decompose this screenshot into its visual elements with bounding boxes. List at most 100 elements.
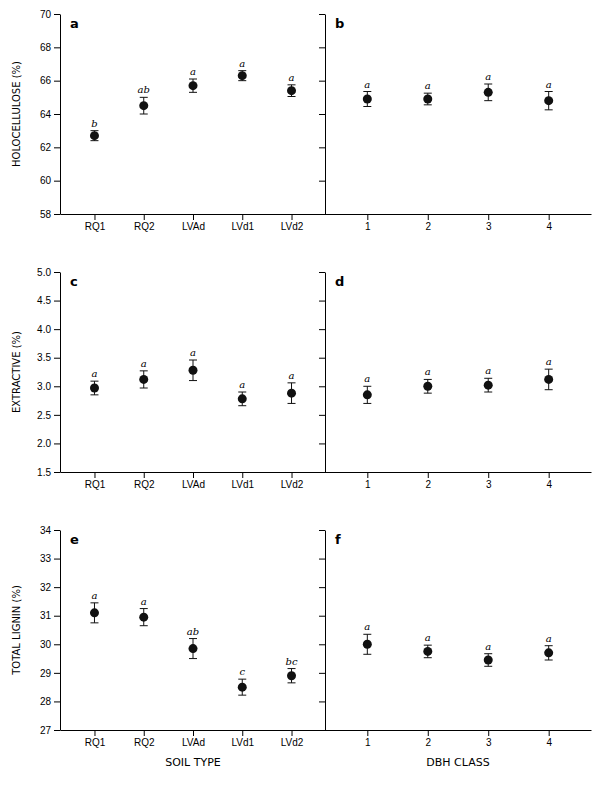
y-tick: 31 (40, 610, 60, 621)
point (287, 671, 296, 680)
y-tick-mark (319, 730, 325, 731)
y-tick-mark (54, 14, 60, 15)
x-tick-mark (94, 730, 95, 736)
x-tick-mark (193, 472, 194, 478)
y-tick-label: 4.0 (37, 324, 51, 335)
point (544, 648, 553, 657)
y-tick-mark (319, 386, 325, 387)
y-tick (319, 14, 325, 15)
significance-label: a (485, 71, 491, 82)
x-tick-label: RQ1 (85, 221, 106, 232)
x-tick-label: LVAd (182, 479, 205, 490)
annotations: aaaa (364, 71, 551, 91)
x-tick-label: 4 (546, 479, 552, 490)
significance-label: a (546, 633, 552, 644)
error-bar (545, 369, 553, 390)
y-tick-label: 33 (40, 553, 52, 564)
y-tick (319, 673, 325, 674)
significance-label: a (364, 621, 370, 632)
x-tick: RQ1 (85, 214, 106, 232)
y-tick: 27 (40, 725, 60, 736)
x-tick: 2 (425, 472, 431, 490)
panel: 1.52.02.53.03.54.04.55.0RQ1RQ2LVAdLVd1LV… (11, 267, 327, 490)
y-tick-mark (319, 114, 325, 115)
panel-label: c (70, 274, 78, 289)
y-tick-mark (319, 81, 325, 82)
marks (90, 71, 296, 141)
x-tick-mark (94, 472, 95, 478)
x-tick-mark (144, 730, 145, 736)
significance-label: ab (138, 84, 150, 95)
x-tick-label: RQ2 (134, 479, 155, 490)
significance-label: a (239, 58, 245, 69)
x-tick-label: LVAd (182, 737, 205, 748)
y-tick-mark (319, 329, 325, 330)
error-bar (288, 669, 296, 683)
x-tick: 4 (546, 472, 552, 490)
point (423, 382, 432, 391)
x-axis: 1234 (326, 472, 592, 490)
y-tick: 62 (40, 142, 60, 153)
panel: 58606264666870RQ1RQ2LVAdLVd1LVd2babaaaaH… (11, 9, 327, 232)
y-tick: 4.0 (37, 324, 60, 335)
y-tick: 29 (40, 668, 60, 679)
x-tick: LVd1 (231, 472, 254, 490)
y-tick (319, 47, 325, 48)
error-bar (545, 92, 553, 110)
error-bar (189, 639, 197, 659)
error-bar (90, 131, 98, 141)
y-tick-mark (54, 472, 60, 473)
error-bar (90, 381, 98, 395)
error-bar (424, 645, 432, 658)
y-tick-mark (54, 587, 60, 588)
x-tick-mark (144, 214, 145, 220)
x-axis-line (326, 730, 592, 731)
y-tick: 68 (40, 42, 60, 53)
marks (90, 603, 296, 695)
panel-label: e (70, 532, 79, 547)
error-bar (363, 634, 371, 654)
error-bar (484, 84, 492, 101)
y-tick-mark (54, 616, 60, 617)
y-tick-label: 70 (40, 9, 52, 20)
y-tick (319, 530, 325, 531)
x-tick-mark (428, 472, 429, 478)
error-bar (189, 360, 197, 381)
point (139, 101, 148, 110)
x-tick-label: LVAd (182, 221, 205, 232)
x-tick: RQ1 (85, 472, 106, 490)
y-tick-mark (319, 616, 325, 617)
error-bar (189, 79, 197, 92)
y-tick-mark (319, 673, 325, 674)
y-tick: 34 (40, 525, 60, 536)
y-tick-mark (319, 472, 325, 473)
y-tick (319, 81, 325, 82)
y-tick (319, 616, 325, 617)
y-tick (319, 730, 325, 731)
y-tick: 30 (40, 639, 60, 650)
point (544, 375, 553, 384)
point (238, 394, 247, 403)
y-tick-mark (54, 701, 60, 702)
y-tick-mark (54, 415, 60, 416)
point (189, 81, 198, 90)
error-bar (363, 92, 371, 107)
x-tick-label: 3 (486, 221, 492, 232)
y-tick-mark (54, 181, 60, 182)
x-axis: 1234 (326, 214, 592, 232)
significance-label: a (91, 368, 97, 379)
y-axis (319, 15, 326, 215)
y-tick-label: 3.0 (37, 381, 51, 392)
panel-label: d (335, 274, 344, 289)
x-tick-mark (94, 214, 95, 220)
x-tick: 4 (546, 214, 552, 232)
y-axis: 2728293031323334 (40, 525, 61, 736)
point (484, 88, 493, 97)
y-tick: 33 (40, 553, 60, 564)
y-axis-line (60, 531, 61, 731)
x-tick-mark (488, 472, 489, 478)
x-tick-mark (367, 472, 368, 478)
y-axis-title: EXTRACTIVE (%) (11, 331, 22, 413)
point (90, 131, 99, 140)
x-tick-mark (292, 472, 293, 478)
